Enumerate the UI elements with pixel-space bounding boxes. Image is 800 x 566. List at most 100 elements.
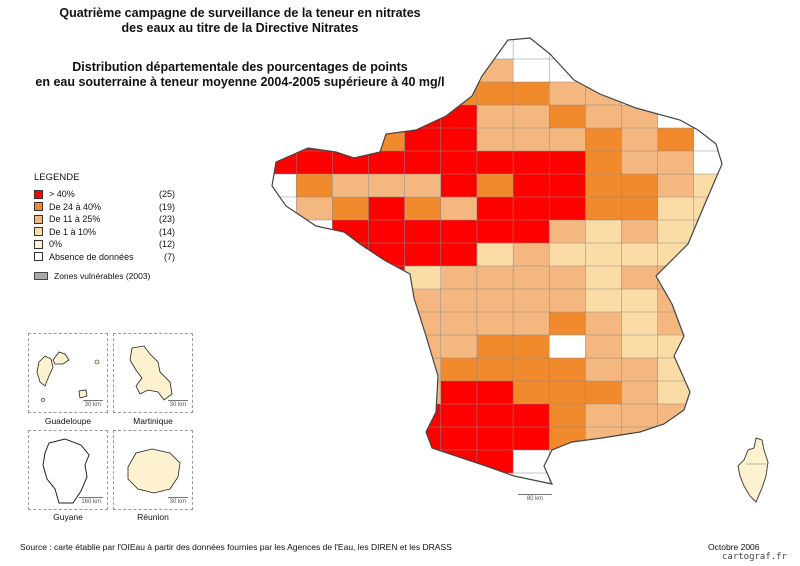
department-cell [295,150,333,175]
legend-label: > 40% [49,189,75,200]
legend-label: De 11 à 25% [49,214,101,225]
department-cell [295,380,333,405]
department-cell [476,265,514,290]
department-cell [368,380,406,405]
department-cell [440,219,478,244]
department-cell [548,81,586,106]
department-cell [404,81,442,106]
department-cell [585,357,623,382]
department-cell [295,426,333,451]
department-cell [272,357,297,382]
department-cell [440,196,478,221]
department-cell [440,127,478,152]
legend-count: (12) [158,239,175,250]
department-cell [272,334,297,359]
department-cell [440,81,478,106]
department-cell [476,81,514,106]
department-cell [332,58,370,83]
department-cell [272,38,297,60]
department-cell [693,311,722,336]
legend-count: (23) [158,214,175,225]
department-cell [621,38,659,60]
guadeloupe-shape [36,351,100,402]
department-cell [693,38,722,60]
department-cell [476,380,514,405]
department-cell [548,357,586,382]
department-cell [295,357,333,382]
department-cell [548,196,586,221]
department-cell [548,403,586,428]
inset-label-reunion: Réunion [137,512,169,522]
department-cell [693,58,722,83]
department-cell [657,219,695,244]
department-cell [621,426,659,451]
department-cell [693,403,722,428]
department-cell [476,58,514,83]
department-cell [585,380,623,405]
department-cell [548,38,586,60]
department-cell [476,311,514,336]
department-cell [332,426,370,451]
department-cell [295,265,333,290]
department-cell [404,242,442,267]
department-cell [512,58,550,83]
department-cell [476,196,514,221]
legend-row: > 40% (25) [34,188,254,201]
department-cell [332,150,370,175]
department-cell [295,403,333,428]
legend-label: De 1 à 10% [49,226,97,237]
department-cell [368,288,406,313]
department-cell [548,173,586,198]
department-cell [476,288,514,313]
department-cell [272,380,297,405]
department-cell [548,127,586,152]
inset-scale: 30 km [82,400,103,408]
department-cell [693,380,722,405]
legend-swatch [34,189,43,199]
legend-count: (14) [158,226,175,237]
department-cell [512,334,550,359]
department-cell [585,219,623,244]
legend-row: De 11 à 25% (23) [34,213,254,226]
department-cell [621,127,659,152]
department-cell [295,219,333,244]
credit-watermark: cartograf.fr [722,552,788,562]
department-cell [368,104,406,129]
department-cell [548,265,586,290]
department-cell [440,173,478,198]
department-cell [476,472,514,484]
department-cell [512,403,550,428]
department-cell [404,196,442,221]
department-cell [272,127,297,152]
france-choropleth-map [271,37,723,485]
department-cell [368,150,406,175]
department-cell [585,334,623,359]
legend-count: (19) [158,201,175,212]
department-cell [548,242,586,267]
department-cell [295,104,333,129]
legend-swatch [34,214,43,224]
department-cell [404,472,442,484]
inset-label-martinique: Martinique [133,416,173,426]
guyane-shape [42,438,90,504]
department-cell [368,265,406,290]
department-cell [621,357,659,382]
department-cell [332,311,370,336]
department-cell [295,58,333,83]
department-cell [332,334,370,359]
department-cell [404,288,442,313]
department-cell [404,403,442,428]
department-cell [621,219,659,244]
department-cell [368,449,406,474]
department-cell [512,449,550,474]
department-cell [332,104,370,129]
inset-label-guyane: Guyane [53,512,83,522]
department-cell [585,196,623,221]
department-cell [657,380,695,405]
department-cell [512,380,550,405]
department-cell [295,127,333,152]
department-cell [404,311,442,336]
department-cell [512,242,550,267]
department-cell [621,242,659,267]
department-cell [657,196,695,221]
